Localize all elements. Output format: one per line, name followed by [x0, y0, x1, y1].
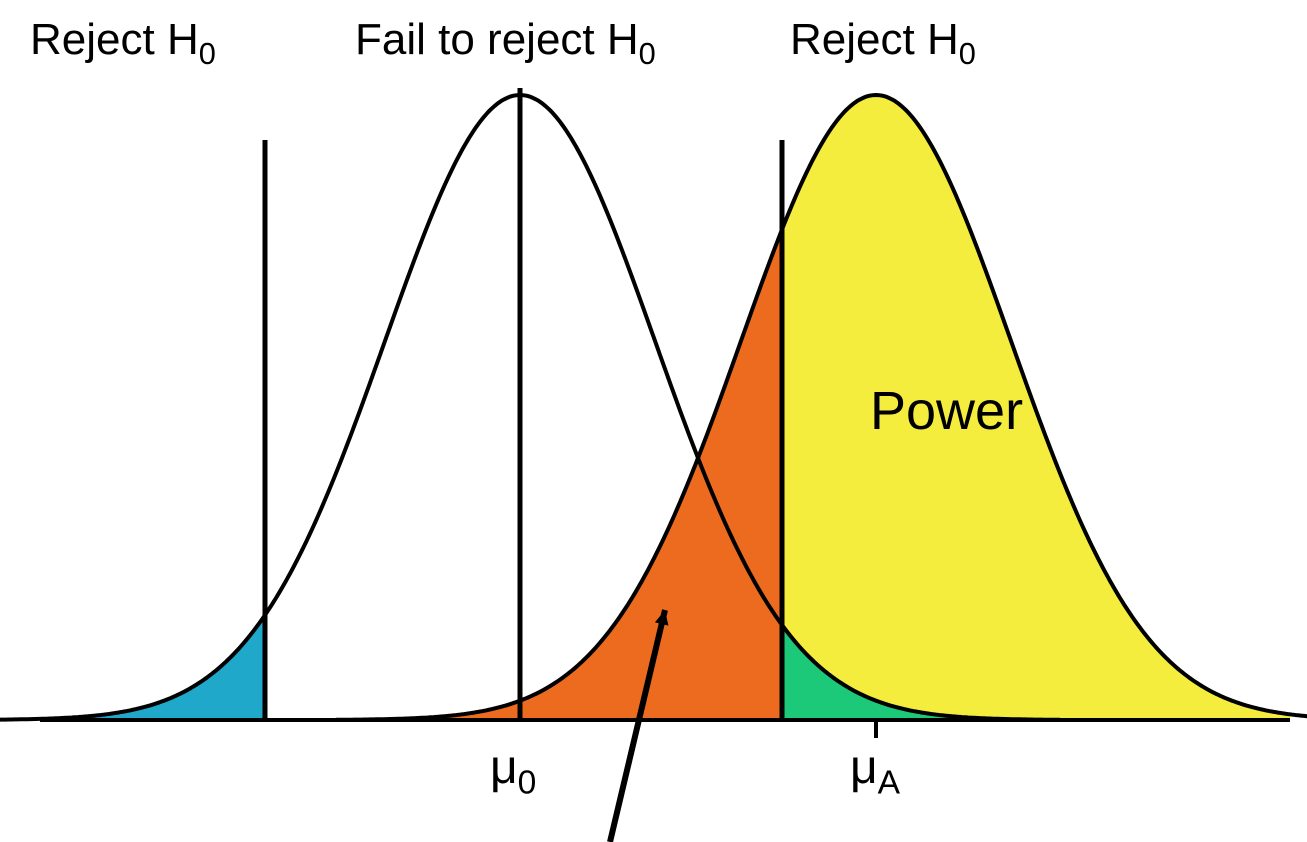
- diagram-container: Reject H0 Fail to reject H0 Reject H0 Po…: [0, 0, 1307, 842]
- power-diagram-svg: [0, 0, 1307, 842]
- label-reject-left-sub: 0: [199, 36, 216, 71]
- label-fail-reject: Fail to reject H0: [355, 15, 656, 72]
- label-reject-right-sub: 0: [959, 36, 976, 71]
- label-fail-reject-pre: Fail to reject H: [355, 15, 639, 64]
- label-muA: μA: [850, 740, 900, 803]
- label-mu0: μ0: [490, 740, 536, 803]
- label-power: Power: [870, 380, 1023, 442]
- label-reject-right: Reject H0: [790, 15, 976, 72]
- label-reject-left: Reject H0: [30, 15, 216, 72]
- label-muA-sub: A: [878, 765, 900, 802]
- label-muA-pre: μ: [850, 741, 878, 794]
- label-mu0-pre: μ: [490, 741, 518, 794]
- label-mu0-sub: 0: [518, 765, 537, 802]
- label-reject-left-pre: Reject H: [30, 15, 199, 64]
- label-reject-right-pre: Reject H: [790, 15, 959, 64]
- label-fail-reject-sub: 0: [639, 36, 656, 71]
